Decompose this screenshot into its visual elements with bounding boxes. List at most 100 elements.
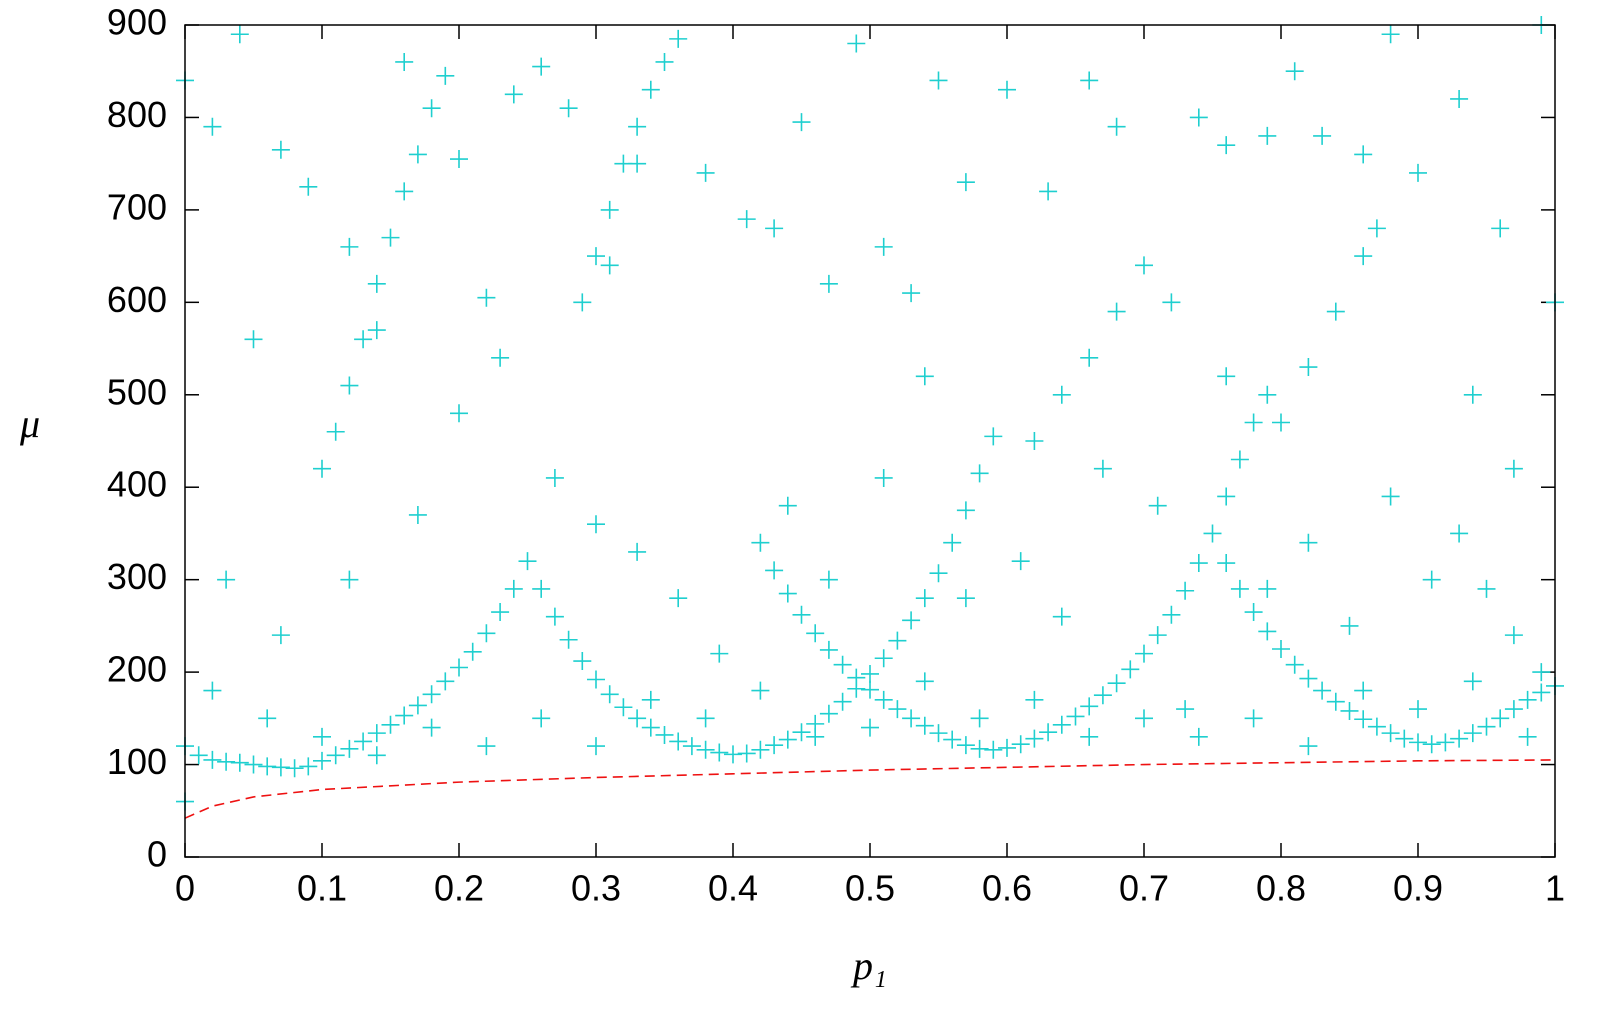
- data-point: [1093, 459, 1112, 478]
- data-point: [573, 293, 592, 312]
- x-tick-label: 0.7: [1119, 868, 1169, 909]
- data-point: [1463, 385, 1482, 404]
- data-point: [751, 681, 770, 700]
- data-point: [587, 670, 605, 689]
- data-point: [929, 71, 948, 90]
- data-point: [765, 561, 784, 580]
- data-point: [1011, 552, 1030, 571]
- data-point: [1313, 681, 1332, 700]
- data-point: [1066, 707, 1085, 726]
- data-point: [532, 579, 551, 598]
- data-point: [1354, 145, 1373, 164]
- data-point: [943, 730, 962, 749]
- data-point: [833, 655, 852, 674]
- data-point: [1354, 681, 1373, 700]
- data-point: [1381, 487, 1400, 506]
- data-point: [1477, 579, 1496, 598]
- data-point: [573, 652, 592, 671]
- data-point: [655, 52, 674, 71]
- data-point: [491, 603, 510, 622]
- data-point: [408, 505, 427, 524]
- y-tick-label: 800: [107, 94, 167, 135]
- data-point: [1176, 700, 1195, 719]
- data-point: [915, 716, 934, 735]
- data-point: [1450, 524, 1469, 543]
- data-point: [641, 690, 660, 709]
- data-point: [395, 52, 414, 71]
- plot-frame: [184, 24, 1556, 858]
- data-point: [1285, 62, 1304, 81]
- data-point: [1189, 727, 1208, 746]
- data-point: [367, 746, 386, 765]
- data-point: [819, 274, 838, 293]
- data-point: [806, 624, 825, 643]
- data-point: [299, 177, 318, 196]
- data-point: [1436, 733, 1455, 752]
- data-point: [1326, 302, 1345, 321]
- data-point: [1080, 697, 1099, 716]
- data-point: [1340, 616, 1359, 635]
- data-point: [1217, 487, 1236, 506]
- data-point: [1011, 735, 1030, 754]
- data-point: [1463, 724, 1482, 743]
- data-point: [874, 237, 893, 256]
- data-point: [408, 145, 427, 164]
- data-point: [367, 321, 386, 340]
- data-point: [628, 709, 647, 728]
- data-point: [1313, 126, 1332, 145]
- data-point: [326, 422, 345, 441]
- data-point: [696, 163, 715, 182]
- data-point: [1230, 450, 1249, 469]
- data-point: [271, 758, 290, 777]
- data-point: [628, 117, 647, 136]
- data-point: [313, 459, 331, 478]
- data-point: [1504, 700, 1523, 719]
- data-point: [1409, 700, 1427, 719]
- data-point: [970, 709, 989, 728]
- y-tick-label: 500: [107, 371, 167, 412]
- data-point: [874, 468, 893, 487]
- data-point: [532, 709, 551, 728]
- data-point: [778, 496, 797, 515]
- data-point: [1491, 709, 1510, 728]
- data-point: [847, 34, 866, 53]
- data-point: [1367, 219, 1386, 238]
- data-point: [1422, 570, 1441, 589]
- data-point: [888, 700, 907, 719]
- data-point: [1258, 385, 1277, 404]
- data-point: [326, 746, 345, 765]
- data-point: [1299, 533, 1318, 552]
- data-point: [724, 745, 742, 764]
- data-point: [477, 624, 496, 643]
- data-point: [244, 755, 263, 774]
- y-tick-label: 900: [107, 2, 167, 43]
- data-point: [902, 611, 921, 630]
- data-point: [915, 367, 934, 386]
- data-point: [381, 228, 400, 247]
- data-point: [1532, 663, 1551, 682]
- data-point: [614, 698, 633, 717]
- data-point: [1107, 302, 1126, 321]
- data-point: [1395, 729, 1414, 748]
- data-point: [545, 468, 564, 487]
- data-point: [203, 750, 222, 769]
- data-point: [1080, 71, 1099, 90]
- data-point: [1518, 690, 1537, 709]
- y-tick-label: 700: [107, 186, 167, 227]
- x-axis-label: p₁: [850, 943, 887, 988]
- data-point: [587, 515, 605, 534]
- data-point: [1299, 737, 1318, 756]
- data-point: [340, 570, 359, 589]
- data-point: [1409, 163, 1427, 182]
- data-point: [1025, 432, 1044, 450]
- data-point: [408, 696, 427, 715]
- data-point: [1052, 607, 1071, 626]
- data-point: [765, 736, 784, 755]
- data-point: [1176, 581, 1195, 600]
- data-point: [861, 680, 879, 699]
- y-tick-label: 100: [107, 741, 167, 782]
- data-point: [792, 605, 811, 624]
- data-point: [737, 210, 756, 229]
- x-tick-label: 0.1: [297, 868, 347, 909]
- data-point: [450, 150, 468, 169]
